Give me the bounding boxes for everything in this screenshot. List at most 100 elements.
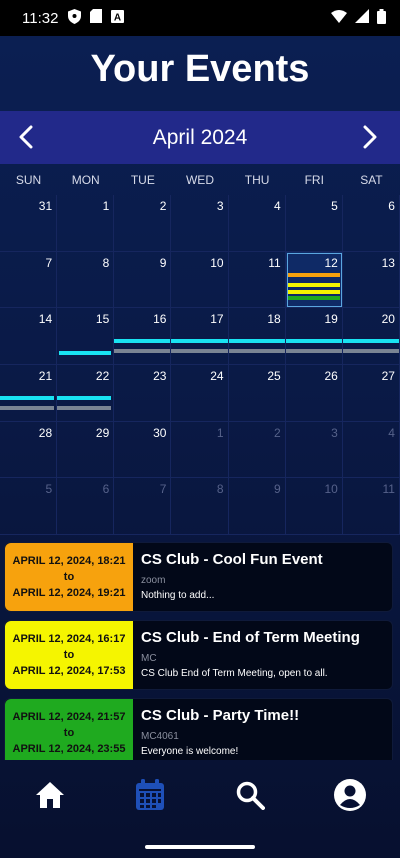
event-location: MC4061 — [141, 731, 179, 742]
calendar-day-number: 17 — [210, 312, 224, 327]
calendar-day[interactable]: 23 — [114, 365, 172, 422]
calendar-day[interactable]: 19 — [285, 308, 343, 365]
calendar-day[interactable]: 7 — [114, 478, 172, 535]
calendar-day[interactable]: 11 — [228, 251, 286, 309]
calendar-day[interactable]: 29 — [57, 421, 115, 479]
signal-icon — [355, 9, 369, 27]
calendar-day-number: 23 — [153, 369, 167, 383]
home-indicator — [145, 845, 255, 849]
event-card[interactable]: APRIL 12, 2024, 16:17 to APRIL 12, 2024,… — [4, 620, 393, 690]
event-location: zoom — [141, 575, 166, 586]
bottom-navigation — [0, 760, 400, 830]
event-bar — [287, 282, 340, 287]
calendar-day-number: 31 — [38, 199, 53, 213]
month-label: April 2024 — [152, 125, 248, 149]
calendar-day[interactable]: 5 — [0, 478, 58, 535]
event-bar — [342, 339, 399, 344]
calendar-day[interactable]: 14 — [0, 308, 58, 365]
calendar-day-number: 29 — [95, 425, 110, 440]
calendar-day[interactable]: 31 — [0, 195, 58, 252]
calendar-day[interactable]: 9 — [228, 478, 286, 535]
calendar-day[interactable]: 18 — [228, 308, 286, 365]
calendar-day-number: 13 — [381, 255, 395, 270]
calendar-day[interactable]: 25 — [228, 365, 286, 422]
calendar-day[interactable]: 8 — [171, 478, 229, 535]
account-icon — [334, 779, 366, 811]
calendar-day[interactable]: 2 — [228, 421, 286, 479]
calendar-day[interactable]: 30 — [114, 421, 172, 479]
next-month-button[interactable] — [352, 119, 388, 155]
calendar-day[interactable]: 6 — [57, 478, 115, 535]
svg-text:A: A — [114, 13, 121, 24]
calendar-day[interactable]: 15 — [57, 308, 115, 365]
calendar-day[interactable]: 17 — [171, 308, 229, 365]
calendar-day-number: 1 — [102, 199, 110, 213]
calendar-day-selected[interactable]: 12 — [285, 251, 343, 309]
event-bar — [171, 339, 228, 344]
event-bar — [114, 339, 171, 344]
a-icon: A — [111, 9, 125, 27]
month-header: April 2024 — [0, 111, 400, 164]
weekday-label: SAT — [360, 173, 383, 187]
event-bar — [228, 349, 285, 354]
calendar-day-number: 5 — [45, 482, 53, 497]
weekday-label: THU — [244, 173, 270, 187]
event-end: APRIL 12, 2024, 17:53 — [12, 665, 126, 677]
calendar-day[interactable]: 3 — [171, 195, 229, 252]
calendar-grid: 31 1 2 3 4 5 6 7 8 9 10 11 12 13 14 15 16 17 18 19 20 21 22 23 2… — [0, 195, 400, 535]
nav-calendar[interactable] — [128, 773, 172, 817]
sd-card-icon — [90, 9, 103, 27]
calendar-day[interactable]: 21 — [0, 365, 58, 422]
calendar-day-number: 5 — [331, 199, 338, 213]
event-bar — [287, 272, 340, 277]
event-title: CS Club - End of Term Meeting — [141, 629, 360, 646]
event-bar — [0, 406, 55, 410]
calendar-day[interactable]: 28 — [0, 421, 58, 479]
calendar-day[interactable]: 10 — [171, 251, 229, 309]
calendar-day[interactable]: 9 — [114, 251, 172, 309]
calendar-day[interactable]: 13 — [342, 251, 400, 309]
calendar-day-number: 8 — [216, 482, 224, 497]
calendar-day-number: 3 — [216, 199, 224, 213]
calendar-day[interactable]: 20 — [342, 308, 400, 365]
calendar-day-number: 27 — [381, 369, 395, 383]
event-description: Everyone is welcome! — [141, 746, 239, 757]
nav-home[interactable] — [28, 773, 72, 817]
calendar-day[interactable]: 6 — [342, 195, 400, 252]
calendar-day[interactable]: 10 — [285, 478, 343, 535]
event-start: APRIL 12, 2024, 16:17 — [12, 633, 126, 645]
calendar-day-number: 6 — [102, 482, 110, 497]
calendar-day[interactable]: 1 — [57, 195, 115, 252]
calendar-day[interactable]: 27 — [342, 365, 400, 422]
event-bar — [228, 339, 285, 344]
event-title: CS Club - Cool Fun Event — [141, 551, 323, 568]
battery-icon — [377, 8, 386, 28]
nav-account[interactable] — [328, 773, 372, 817]
calendar-day-number: 3 — [331, 425, 338, 440]
calendar-day[interactable]: 8 — [57, 251, 115, 309]
calendar-day-number: 25 — [267, 369, 281, 383]
nav-search[interactable] — [228, 773, 272, 817]
calendar-day-number: 12 — [324, 255, 338, 270]
calendar-day[interactable]: 16 — [114, 308, 172, 365]
previous-month-button[interactable] — [8, 119, 44, 155]
event-bar — [287, 295, 340, 300]
calendar-day[interactable]: 4 — [228, 195, 286, 252]
event-bar — [285, 339, 342, 344]
event-bar — [59, 351, 112, 356]
calendar-day[interactable]: 24 — [171, 365, 229, 422]
calendar-day-number: 7 — [159, 482, 167, 497]
event-card[interactable]: APRIL 12, 2024, 18:21 to APRIL 12, 2024,… — [4, 542, 393, 612]
calendar-day[interactable]: 5 — [285, 195, 343, 252]
event-list: APRIL 12, 2024, 18:21 to APRIL 12, 2024,… — [0, 540, 400, 760]
calendar-day[interactable]: 11 — [342, 478, 400, 535]
calendar-day-number: 2 — [159, 199, 167, 213]
calendar-day[interactable]: 7 — [0, 251, 58, 309]
calendar-day[interactable]: 4 — [342, 421, 400, 479]
calendar-day[interactable]: 26 — [285, 365, 343, 422]
calendar-day[interactable]: 1 — [171, 421, 229, 479]
calendar-day[interactable]: 2 — [114, 195, 172, 252]
calendar-day[interactable]: 22 — [57, 365, 115, 422]
event-card[interactable]: APRIL 12, 2024, 21:57 to APRIL 12, 2024,… — [4, 698, 393, 760]
calendar-day[interactable]: 3 — [285, 421, 343, 479]
